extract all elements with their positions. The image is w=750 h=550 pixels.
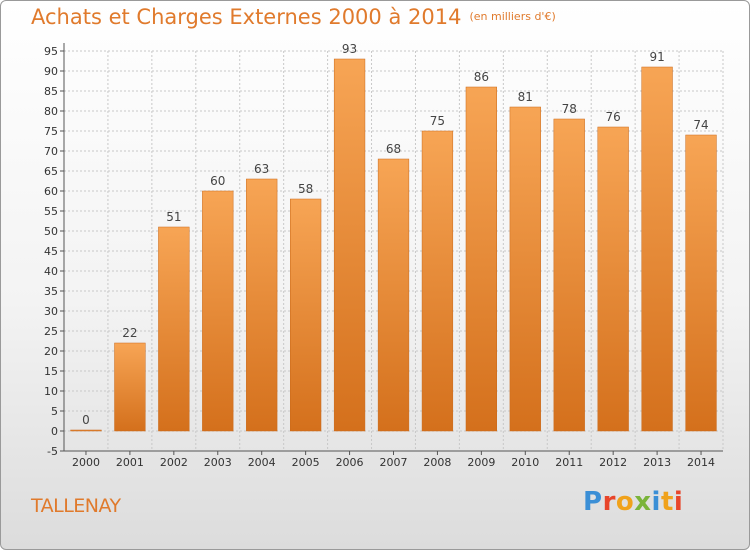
y-tick-label: 5 — [51, 405, 58, 418]
data-label-2004: 63 — [254, 162, 269, 176]
x-tick-label-2007: 2007 — [380, 456, 408, 469]
data-label-2014: 74 — [693, 118, 708, 132]
y-tick-label: 15 — [44, 365, 58, 378]
axes: -505101520253035404550556065707580859095… — [44, 43, 723, 469]
place-name: TALLENAY — [31, 495, 121, 517]
x-tick-label-2005: 2005 — [292, 456, 320, 469]
proxiti-logo: Proxiti — [583, 487, 684, 517]
bar-2003 — [202, 190, 234, 432]
data-labels: 0 22 51 60 63 58 93 68 75 86 81 78 76 91 74 — [82, 42, 709, 427]
bar-2013 — [641, 66, 673, 432]
bar-2002 — [158, 226, 190, 432]
chart-subtitle: (en milliers d'€) — [469, 10, 556, 23]
x-tick-label-2013: 2013 — [643, 456, 671, 469]
y-tick-label: 30 — [44, 305, 58, 318]
data-label-2011: 78 — [562, 102, 577, 116]
y-tick-label: 85 — [44, 85, 58, 98]
x-tick-label-2004: 2004 — [248, 456, 276, 469]
y-tick-label: 20 — [44, 345, 58, 358]
bar-2009 — [465, 86, 497, 432]
y-tick-label: 70 — [44, 145, 58, 158]
y-tick-label: 55 — [44, 205, 58, 218]
y-tick-label: 65 — [44, 165, 58, 178]
bar-2006 — [333, 58, 366, 432]
x-tick-label-2000: 2000 — [72, 456, 100, 469]
data-label-2006: 93 — [342, 42, 357, 56]
x-tick-label-2006: 2006 — [336, 456, 364, 469]
y-tick-label: 0 — [51, 425, 58, 438]
x-tick-label-2011: 2011 — [555, 456, 583, 469]
bar-2010 — [509, 106, 541, 432]
data-label-2001: 22 — [122, 326, 137, 340]
y-tick-label: 10 — [44, 385, 58, 398]
x-tick-label-2012: 2012 — [599, 456, 627, 469]
y-tick-label: 35 — [44, 285, 58, 298]
y-tick-label: 60 — [44, 185, 58, 198]
y-tick-label: 45 — [44, 245, 58, 258]
chart-title-text: Achats et Charges Externes 2000 à 2014 — [31, 5, 462, 29]
data-label-2007: 68 — [386, 142, 401, 156]
x-tick-label-2014: 2014 — [687, 456, 715, 469]
x-tick-label-2009: 2009 — [467, 456, 495, 469]
bar-2007 — [377, 158, 410, 432]
y-tick-label: 80 — [44, 105, 58, 118]
data-label-2002: 51 — [166, 210, 181, 224]
data-label-2009: 86 — [474, 70, 489, 84]
y-tick-label: 40 — [44, 265, 58, 278]
x-tick-label-2002: 2002 — [160, 456, 188, 469]
bar-2011 — [553, 118, 585, 432]
bar-2014 — [685, 134, 717, 432]
y-tick-label: 95 — [44, 45, 58, 58]
bar-2000 — [70, 429, 102, 432]
data-label-2005: 58 — [298, 182, 313, 196]
x-tick-label-2008: 2008 — [423, 456, 451, 469]
y-tick-label: 25 — [44, 325, 58, 338]
x-tick-label-2001: 2001 — [116, 456, 144, 469]
bar-2001 — [114, 342, 146, 432]
data-label-2008: 75 — [430, 114, 445, 128]
data-label-2000: 0 — [82, 413, 90, 427]
y-tick-label: -5 — [47, 445, 58, 458]
bars — [70, 58, 717, 432]
x-tick-label-2003: 2003 — [204, 456, 232, 469]
bar-2008 — [421, 130, 454, 432]
data-label-2003: 60 — [210, 174, 225, 188]
bar-2004 — [246, 178, 278, 432]
x-tick-label-2010: 2010 — [511, 456, 539, 469]
data-label-2010: 81 — [518, 90, 533, 104]
bar-2012 — [597, 126, 629, 432]
y-tick-label: 90 — [44, 65, 58, 78]
data-label-2013: 91 — [649, 50, 664, 64]
data-label-2012: 76 — [606, 110, 621, 124]
y-tick-label: 50 — [44, 225, 58, 238]
bar-2005 — [290, 198, 322, 432]
chart-title: Achats et Charges Externes 2000 à 2014 (e… — [31, 5, 556, 29]
y-tick-label: 75 — [44, 125, 58, 138]
